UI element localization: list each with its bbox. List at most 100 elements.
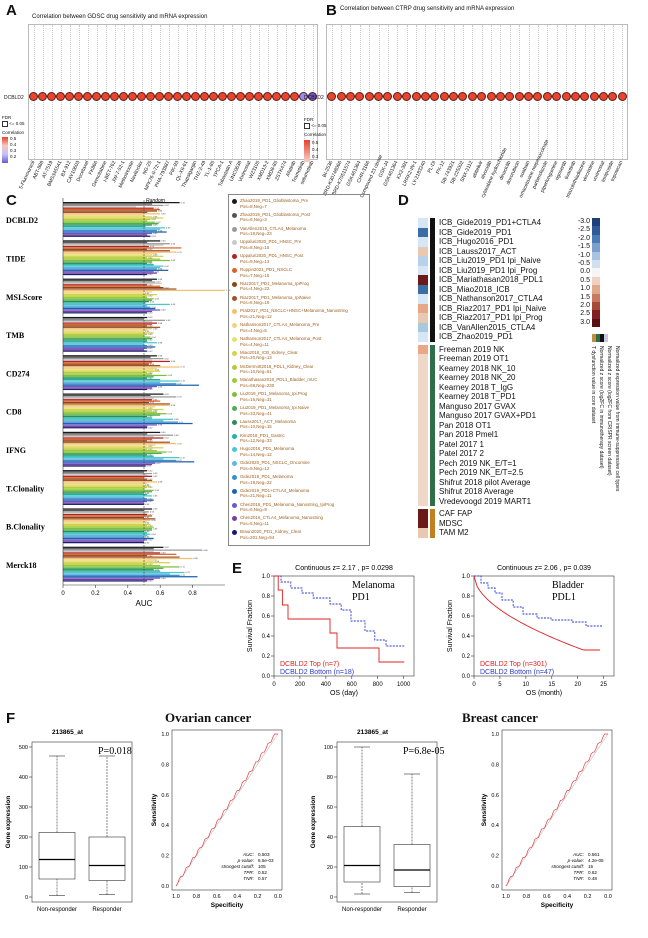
y-tick-label: 500 (19, 745, 28, 751)
auc-bar (63, 400, 161, 402)
auc-bar (63, 372, 148, 374)
auc-value: 0.52 (148, 514, 153, 516)
auc-bar (63, 326, 161, 328)
x-tick-label: 0 (61, 591, 65, 597)
drug-dot (552, 92, 562, 101)
legend-counts: Pos=8,Neg=7 (240, 203, 267, 209)
y-tick-label: 0 (330, 895, 333, 901)
corr-tick: 0.2 (10, 154, 17, 159)
legend-name: Chen2016_PD1_Melanoma_Nanostring_IpiProg (240, 501, 335, 507)
km-ytick-label: 1.0 (462, 574, 471, 580)
km-bottom-curve (274, 575, 405, 647)
legend-swatch (232, 475, 237, 480)
probe-title: 213865_at (357, 729, 389, 736)
auc-value: 0.54 (151, 337, 156, 339)
legend-swatch (232, 323, 237, 329)
drug-dot (227, 92, 236, 101)
auc-value: 0.52 (148, 274, 153, 276)
auc-value: 0.86 (203, 550, 208, 552)
panel-b-fdr-item-label: <= 0.05 (311, 123, 327, 129)
auc-bar (63, 521, 148, 523)
auc-value: 0.50 (145, 542, 150, 544)
auc-value: 0.68 (174, 419, 179, 421)
group-label: Non-responder (342, 907, 382, 913)
auc-value: 0.72 (181, 457, 186, 459)
panel-a-title: Correlation between GDSC drug sensitivit… (32, 14, 208, 20)
auc-bar (63, 366, 180, 368)
auc-bar (63, 462, 156, 464)
biomarker-label: TMB (6, 331, 25, 340)
auc-bar (63, 422, 193, 425)
heat-row-label: ICB_Hugo2016_PD1 (439, 237, 514, 246)
auc-value: 0.56 (155, 370, 160, 372)
auc-bar (63, 265, 164, 267)
legend-swatch (232, 488, 237, 494)
auc-value: 0.55 (153, 476, 158, 478)
auc-value: 0.58 (158, 356, 163, 358)
km-subtitle: PD1 (352, 592, 370, 603)
auc-value: 0.52 (148, 296, 153, 298)
auc-value: 0.62 (164, 438, 169, 440)
auc-value: 0.55 (153, 528, 158, 530)
corr-tick: 0.4 (10, 142, 17, 147)
auc-bar (63, 240, 161, 242)
auc-value: 0.52 (148, 372, 153, 374)
auc-bar (63, 346, 156, 348)
auc-value: 0.52 (148, 416, 153, 418)
auc-bar (63, 455, 154, 457)
legend-counts: Pos=4,Neg=11 (240, 341, 269, 347)
roc-xtick-label: 1.0 (502, 894, 510, 900)
auc-bar (63, 291, 153, 293)
drug-dot (191, 92, 200, 101)
auc-value: 0.52 (148, 249, 153, 251)
auc-value: 0.62 (164, 205, 169, 207)
legend-counts: Pos=12,Neg=33 (240, 438, 272, 444)
scale-cell (592, 243, 600, 252)
km-top-legend: DCBLD2 Top (n=7) (280, 661, 339, 668)
legend-name: Gide2019_PD1+CTLA4_Melanoma (240, 487, 310, 493)
auc-bar (63, 245, 149, 248)
auc-value: 0.55 (153, 496, 158, 498)
auc-value: 0.58 (158, 386, 163, 388)
biomarker-label: B.Clonality (6, 523, 45, 532)
km-xtick-label: 20 (574, 682, 581, 688)
auc-bar (63, 322, 157, 324)
auc-bar (63, 281, 156, 283)
panel-b-title: Correlation between CTRP drug sensitivit… (340, 6, 515, 12)
roc-ytick-label: 0.2 (161, 854, 169, 860)
legend-swatch (232, 281, 237, 287)
auc-bar (63, 491, 153, 493)
auc-bar (63, 580, 148, 582)
auc-bar (63, 266, 161, 269)
drug-dot (272, 92, 281, 101)
auc-bar (63, 451, 167, 453)
auc-bar (63, 376, 154, 378)
panel-b-corr-ticks: 0.5 0.4 0.3 (312, 139, 318, 160)
group-bar (430, 344, 435, 506)
key-swatch (604, 334, 608, 342)
auc-bar (63, 515, 153, 517)
km-xtick-label: 10 (523, 682, 530, 688)
y-axis-title: Gene expression (310, 796, 317, 848)
iqr-box (393, 844, 431, 887)
auc-bar (63, 511, 149, 513)
auc-bar (63, 441, 170, 443)
iqr-box (343, 826, 381, 883)
km-xtick-label: 0 (272, 682, 276, 688)
km-xtick-label: 5 (498, 682, 502, 688)
auc-bar (63, 555, 148, 557)
biomarker-label: CD8 (6, 408, 22, 417)
roc-ytick-label: 0.2 (491, 854, 499, 860)
drug-dot (486, 92, 496, 101)
scale-tick: -2.5 (577, 226, 590, 234)
auc-bar (63, 443, 177, 445)
heat-row-label: ICB_VanAllen2015_CTLA4 (439, 322, 536, 332)
biomarker-label: MSI.Score (6, 293, 43, 302)
auc-bar (63, 259, 170, 262)
auc-bar (63, 472, 153, 475)
heat-cell (418, 392, 428, 402)
auc-bar (63, 380, 180, 382)
legend-name: Nathanson2017_CTLA4_Melanoma_Post (240, 336, 322, 341)
roc-xlabel: Specificity (211, 902, 244, 909)
auc-bar (63, 573, 170, 575)
